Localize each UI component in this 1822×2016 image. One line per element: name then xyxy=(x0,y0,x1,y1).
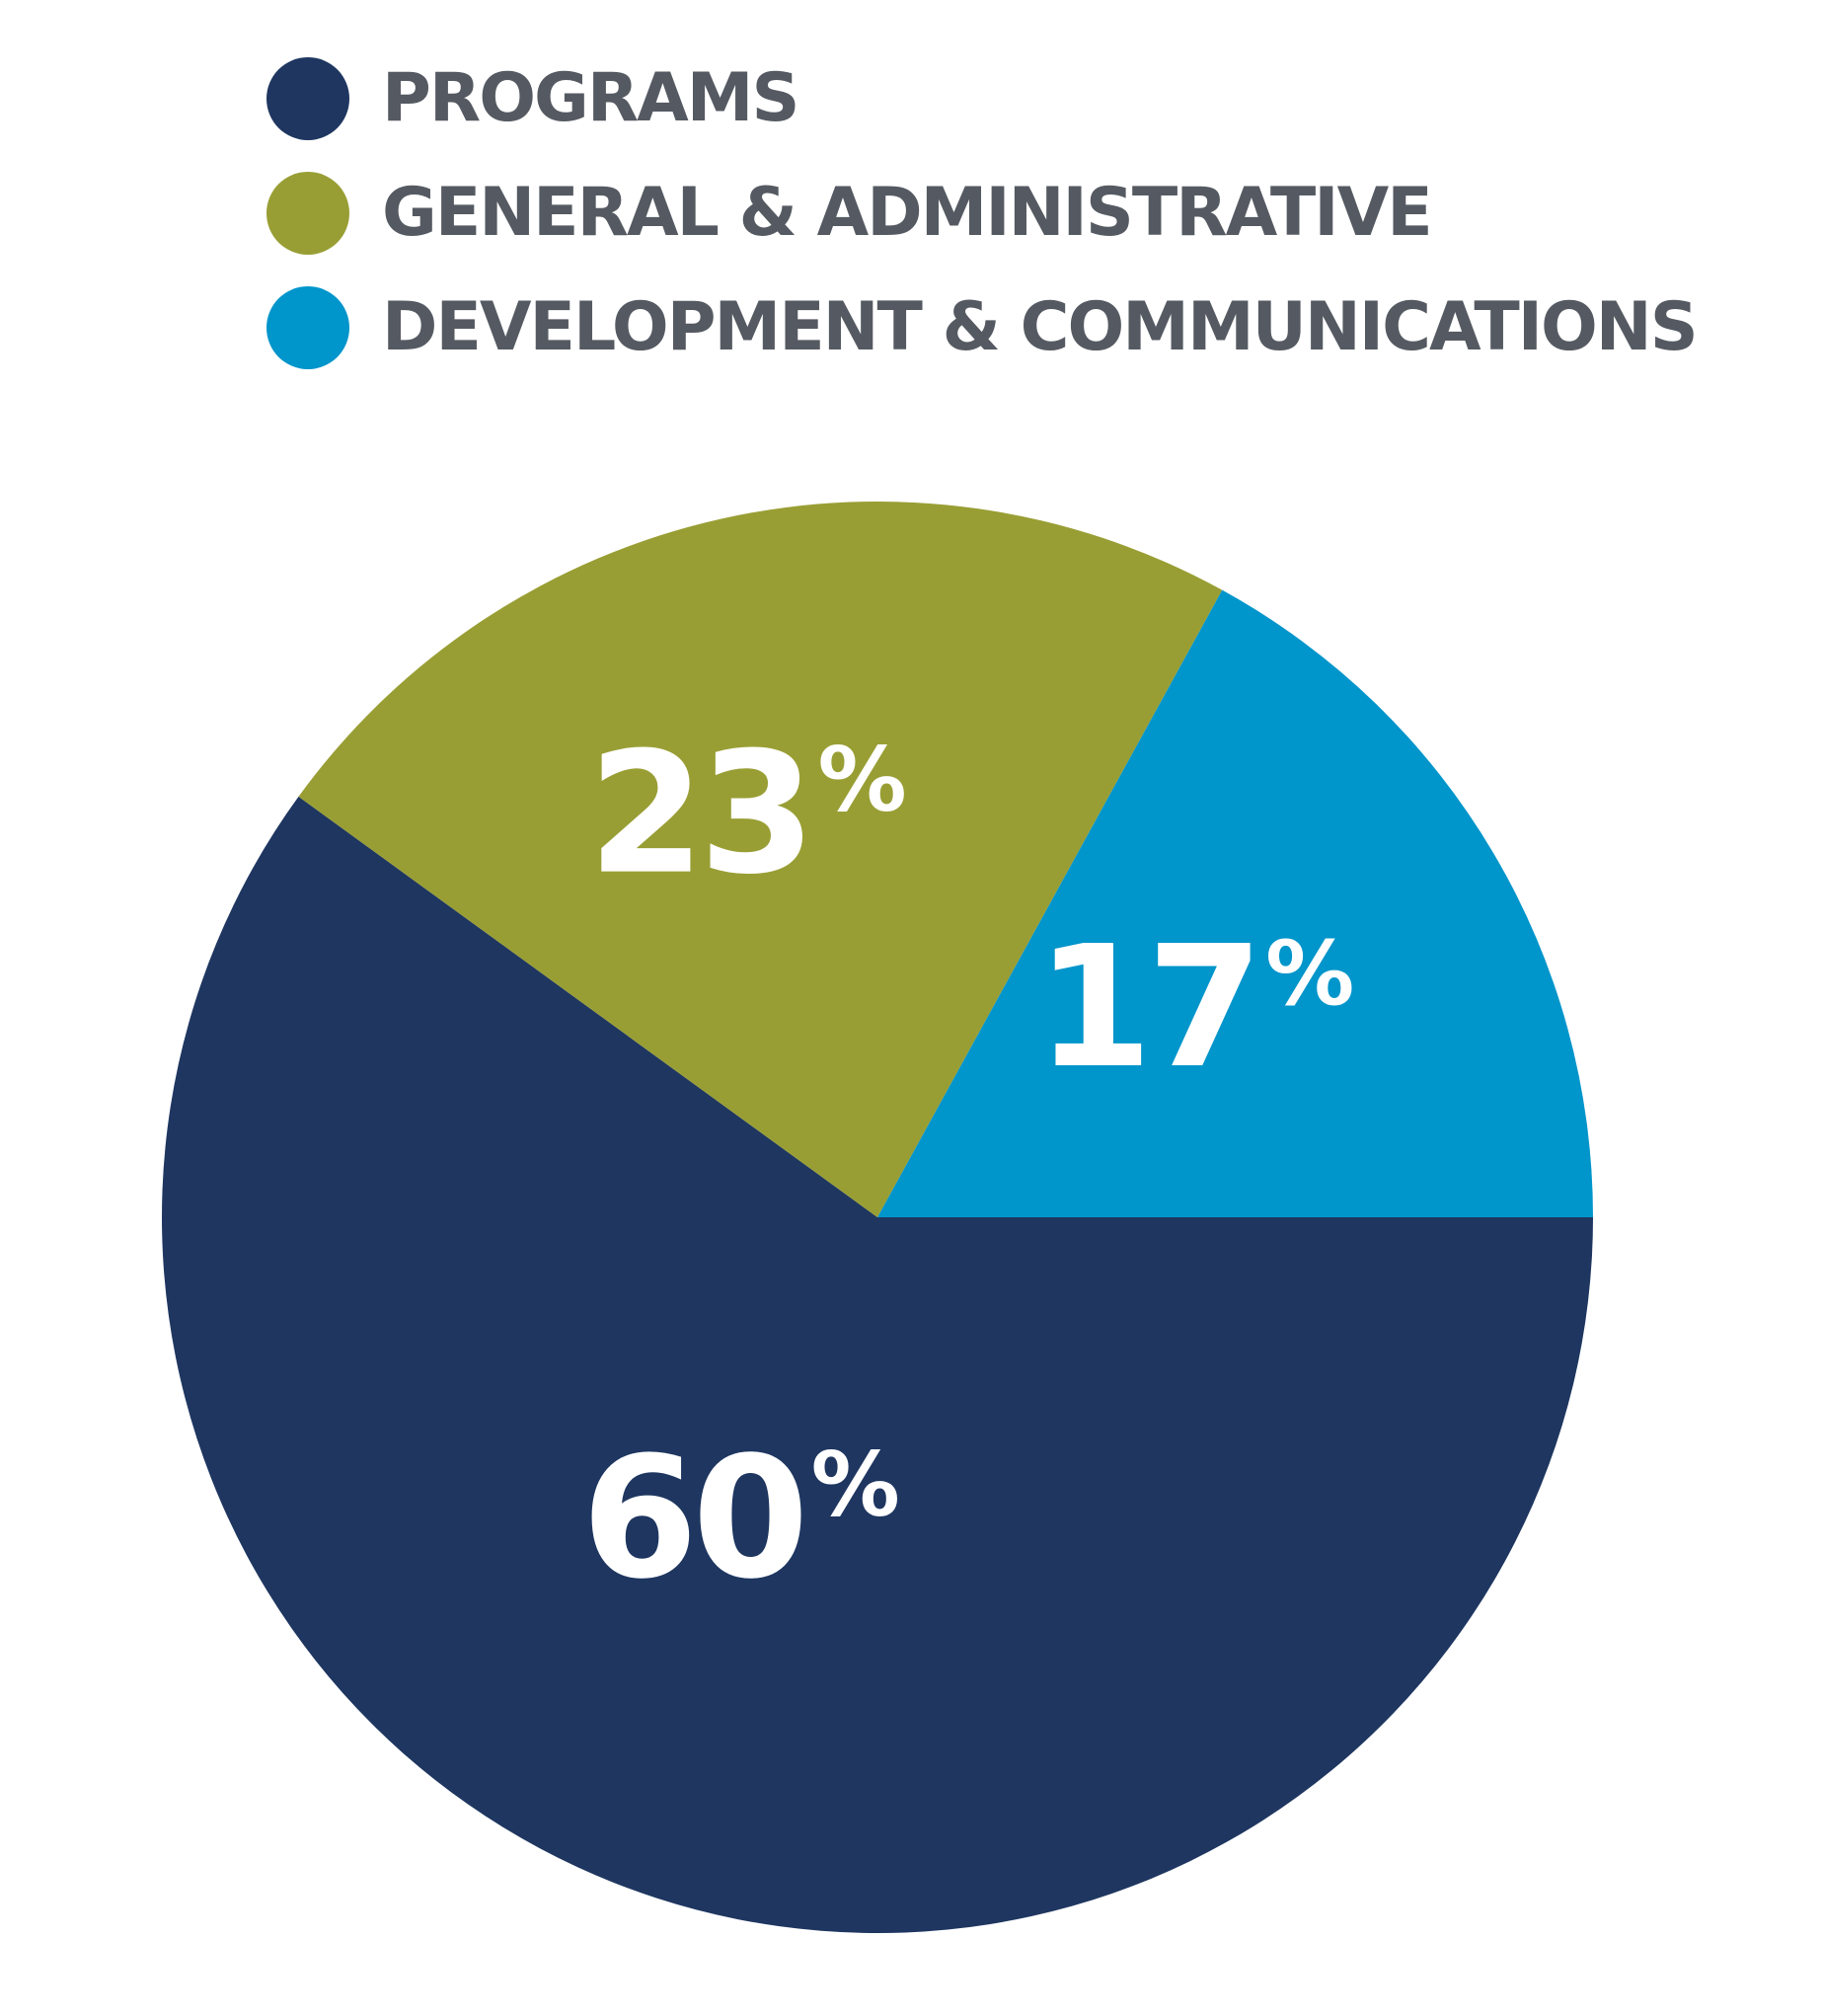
slice-label-development-communications: 17% xyxy=(1036,910,1355,1106)
legend-label-general-administrative: GENERAL & ADMINISTRATIVE xyxy=(382,174,1433,252)
legend-item-programs: PROGRAMS xyxy=(266,57,1648,140)
legend-item-development-communications: DEVELOPMENT & COMMUNICATIONS xyxy=(266,286,1699,369)
legend-swatch-programs xyxy=(266,57,349,140)
pie-slices xyxy=(161,502,1593,1933)
slice-label-general-administrative: 23% xyxy=(588,717,907,912)
legend-label-development-communications: DEVELOPMENT & COMMUNICATIONS xyxy=(382,288,1699,366)
slice-label-programs: 60% xyxy=(581,1421,900,1616)
chart-legend: PROGRAMS GENERAL & ADMINISTRATIVE DEVELO… xyxy=(266,57,1699,401)
pie-slice-development-communications xyxy=(877,589,1593,1217)
legend-swatch-general-administrative xyxy=(266,172,349,255)
legend-label-programs: PROGRAMS xyxy=(382,59,799,137)
legend-swatch-development-communications xyxy=(266,286,349,369)
legend-item-general-administrative: GENERAL & ADMINISTRATIVE xyxy=(266,172,1648,255)
pie-labels: 60% 23% 17% xyxy=(581,717,1354,1617)
pie-slice-programs xyxy=(161,796,1593,1933)
pie-slice-general-administrative xyxy=(298,502,1223,1218)
